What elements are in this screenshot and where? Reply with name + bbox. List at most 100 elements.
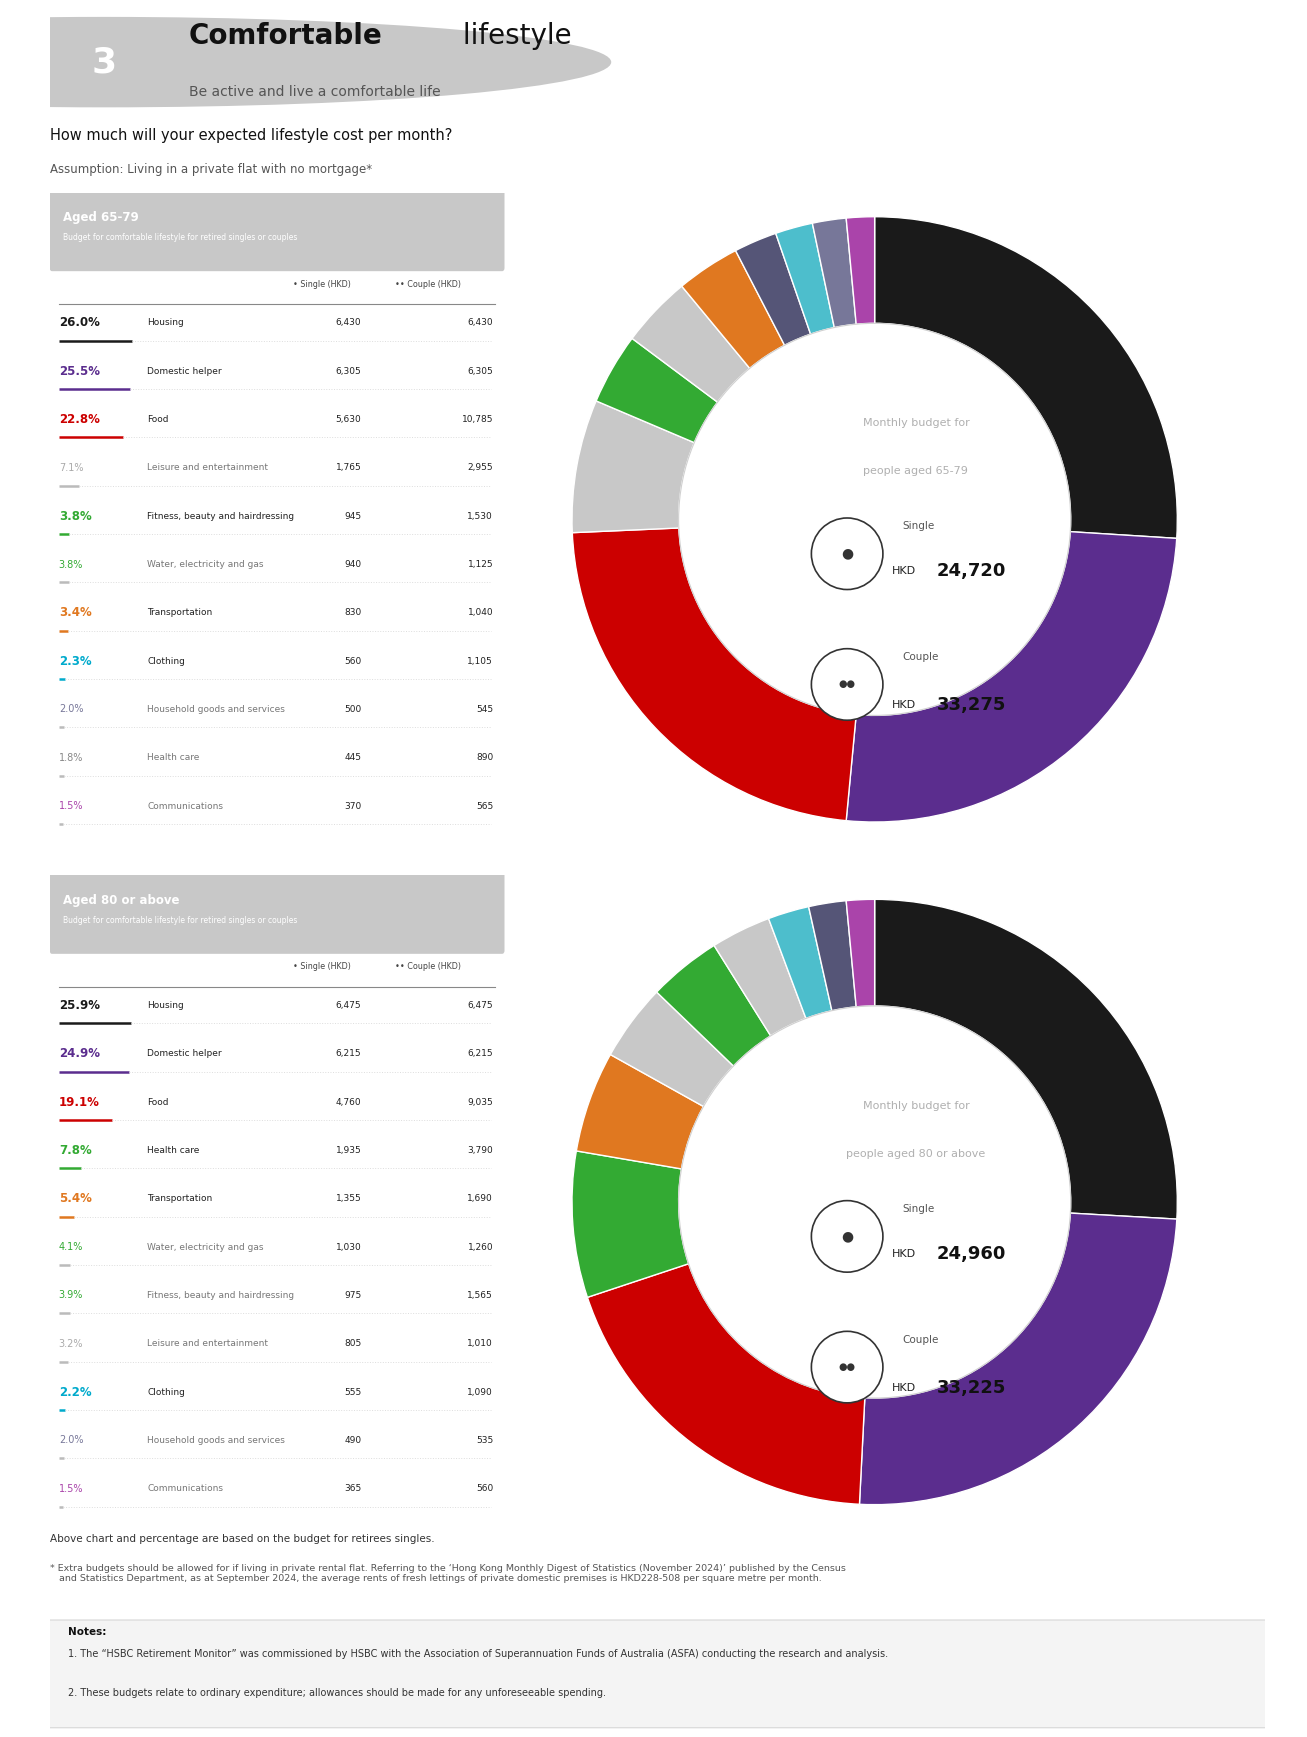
Text: 545: 545 — [476, 705, 493, 714]
Text: Couple: Couple — [902, 1334, 938, 1344]
Text: 445: 445 — [344, 754, 361, 763]
Text: 25.9%: 25.9% — [59, 999, 99, 1013]
Text: Comfortable: Comfortable — [188, 23, 383, 50]
Text: 3.2%: 3.2% — [59, 1339, 84, 1350]
Text: 890: 890 — [476, 754, 493, 763]
Text: 1,355: 1,355 — [336, 1195, 361, 1204]
Text: Transportation: Transportation — [148, 608, 213, 617]
Text: Single: Single — [902, 521, 935, 532]
Text: * Extra budgets should be allowed for if living in private rental flat. Referrin: * Extra budgets should be allowed for if… — [50, 1563, 846, 1584]
Text: Water, electricity and gas: Water, electricity and gas — [148, 559, 264, 570]
Wedge shape — [846, 532, 1176, 822]
Text: Food: Food — [148, 415, 169, 424]
Text: Health care: Health care — [148, 754, 200, 763]
Text: 7.8%: 7.8% — [59, 1145, 91, 1157]
Text: Monthly budget for: Monthly budget for — [863, 1101, 970, 1110]
Text: 5,630: 5,630 — [336, 415, 361, 424]
Text: lifestyle: lifestyle — [455, 23, 572, 50]
Text: 1,040: 1,040 — [468, 608, 493, 617]
Text: 1,530: 1,530 — [468, 512, 493, 521]
Text: 945: 945 — [344, 512, 361, 521]
Wedge shape — [874, 900, 1178, 1219]
Text: 3.8%: 3.8% — [59, 559, 84, 570]
Text: 7.1%: 7.1% — [59, 462, 84, 472]
Text: How much will your expected lifestyle cost per month?: How much will your expected lifestyle co… — [50, 129, 452, 142]
Wedge shape — [682, 250, 784, 368]
Text: • Single (HKD): • Single (HKD) — [293, 280, 350, 288]
Text: Monthly budget for: Monthly budget for — [863, 419, 970, 427]
Text: Clothing: Clothing — [148, 1388, 186, 1397]
Text: 830: 830 — [344, 608, 361, 617]
Text: Domestic helper: Domestic helper — [148, 367, 222, 375]
Wedge shape — [769, 907, 831, 1018]
Circle shape — [812, 648, 884, 721]
Text: Communications: Communications — [148, 802, 223, 811]
Text: Be active and live a comfortable life: Be active and live a comfortable life — [188, 85, 440, 99]
Text: Household goods and services: Household goods and services — [148, 705, 285, 714]
Text: 22.8%: 22.8% — [59, 413, 99, 426]
Wedge shape — [736, 233, 810, 346]
Circle shape — [0, 17, 612, 108]
Wedge shape — [633, 287, 750, 403]
Text: 3.8%: 3.8% — [59, 509, 91, 523]
Text: 1.8%: 1.8% — [59, 752, 84, 763]
Text: ●: ● — [842, 1230, 853, 1244]
Text: Health care: Health care — [148, 1146, 200, 1155]
Wedge shape — [776, 222, 834, 334]
Text: 33,275: 33,275 — [937, 697, 1006, 714]
Text: 9,035: 9,035 — [468, 1098, 493, 1106]
Text: 365: 365 — [344, 1485, 361, 1494]
Circle shape — [678, 323, 1070, 716]
Text: ●●: ●● — [839, 1362, 856, 1372]
Text: 500: 500 — [344, 705, 361, 714]
Text: Fitness, beauty and hairdressing: Fitness, beauty and hairdressing — [148, 1291, 294, 1299]
Text: •• Couple (HKD): •• Couple (HKD) — [395, 962, 461, 971]
Text: 6,430: 6,430 — [468, 318, 493, 327]
Text: 370: 370 — [344, 802, 361, 811]
Text: Food: Food — [148, 1098, 169, 1106]
Text: 6,305: 6,305 — [336, 367, 361, 375]
Wedge shape — [587, 1265, 865, 1504]
Text: 2.3%: 2.3% — [59, 655, 91, 667]
Wedge shape — [572, 528, 856, 820]
Text: 3,790: 3,790 — [468, 1146, 493, 1155]
FancyBboxPatch shape — [38, 1621, 1277, 1728]
Text: 1,030: 1,030 — [336, 1242, 361, 1252]
Text: Couple: Couple — [902, 651, 938, 662]
Text: 5.4%: 5.4% — [59, 1192, 91, 1205]
Text: Above chart and percentage are based on the budget for retirees singles.: Above chart and percentage are based on … — [50, 1534, 434, 1544]
Text: 1.5%: 1.5% — [59, 1483, 84, 1494]
Text: ●●: ●● — [839, 679, 856, 690]
Text: 4.1%: 4.1% — [59, 1242, 84, 1252]
Text: 1.5%: 1.5% — [59, 801, 84, 811]
Text: Housing: Housing — [148, 318, 184, 327]
Text: HKD: HKD — [891, 700, 916, 710]
Text: 1,765: 1,765 — [336, 464, 361, 472]
Text: Aged 65-79: Aged 65-79 — [63, 212, 139, 224]
Text: HKD: HKD — [891, 566, 916, 577]
Wedge shape — [714, 919, 806, 1035]
Text: 1,690: 1,690 — [468, 1195, 493, 1204]
Text: people aged 65-79: people aged 65-79 — [864, 466, 968, 476]
Text: 1,090: 1,090 — [468, 1388, 493, 1397]
Wedge shape — [813, 219, 856, 328]
Text: 24,720: 24,720 — [937, 563, 1006, 580]
Text: 940: 940 — [344, 559, 361, 570]
Text: 1,125: 1,125 — [468, 559, 493, 570]
Wedge shape — [846, 900, 874, 1007]
Text: 805: 805 — [344, 1339, 361, 1348]
Text: 3: 3 — [91, 45, 116, 80]
Text: ●: ● — [842, 547, 853, 561]
Text: 6,215: 6,215 — [336, 1049, 361, 1058]
Text: Budget for comfortable lifestyle for retired singles or couples: Budget for comfortable lifestyle for ret… — [63, 233, 298, 241]
FancyBboxPatch shape — [47, 189, 507, 849]
Text: 2.0%: 2.0% — [59, 705, 84, 714]
Text: 560: 560 — [344, 657, 361, 665]
Text: Transportation: Transportation — [148, 1195, 213, 1204]
Wedge shape — [860, 1212, 1176, 1504]
Circle shape — [812, 518, 884, 589]
Text: 2.2%: 2.2% — [59, 1386, 91, 1398]
Wedge shape — [576, 1054, 703, 1169]
Text: 555: 555 — [344, 1388, 361, 1397]
Text: 1,105: 1,105 — [468, 657, 493, 665]
